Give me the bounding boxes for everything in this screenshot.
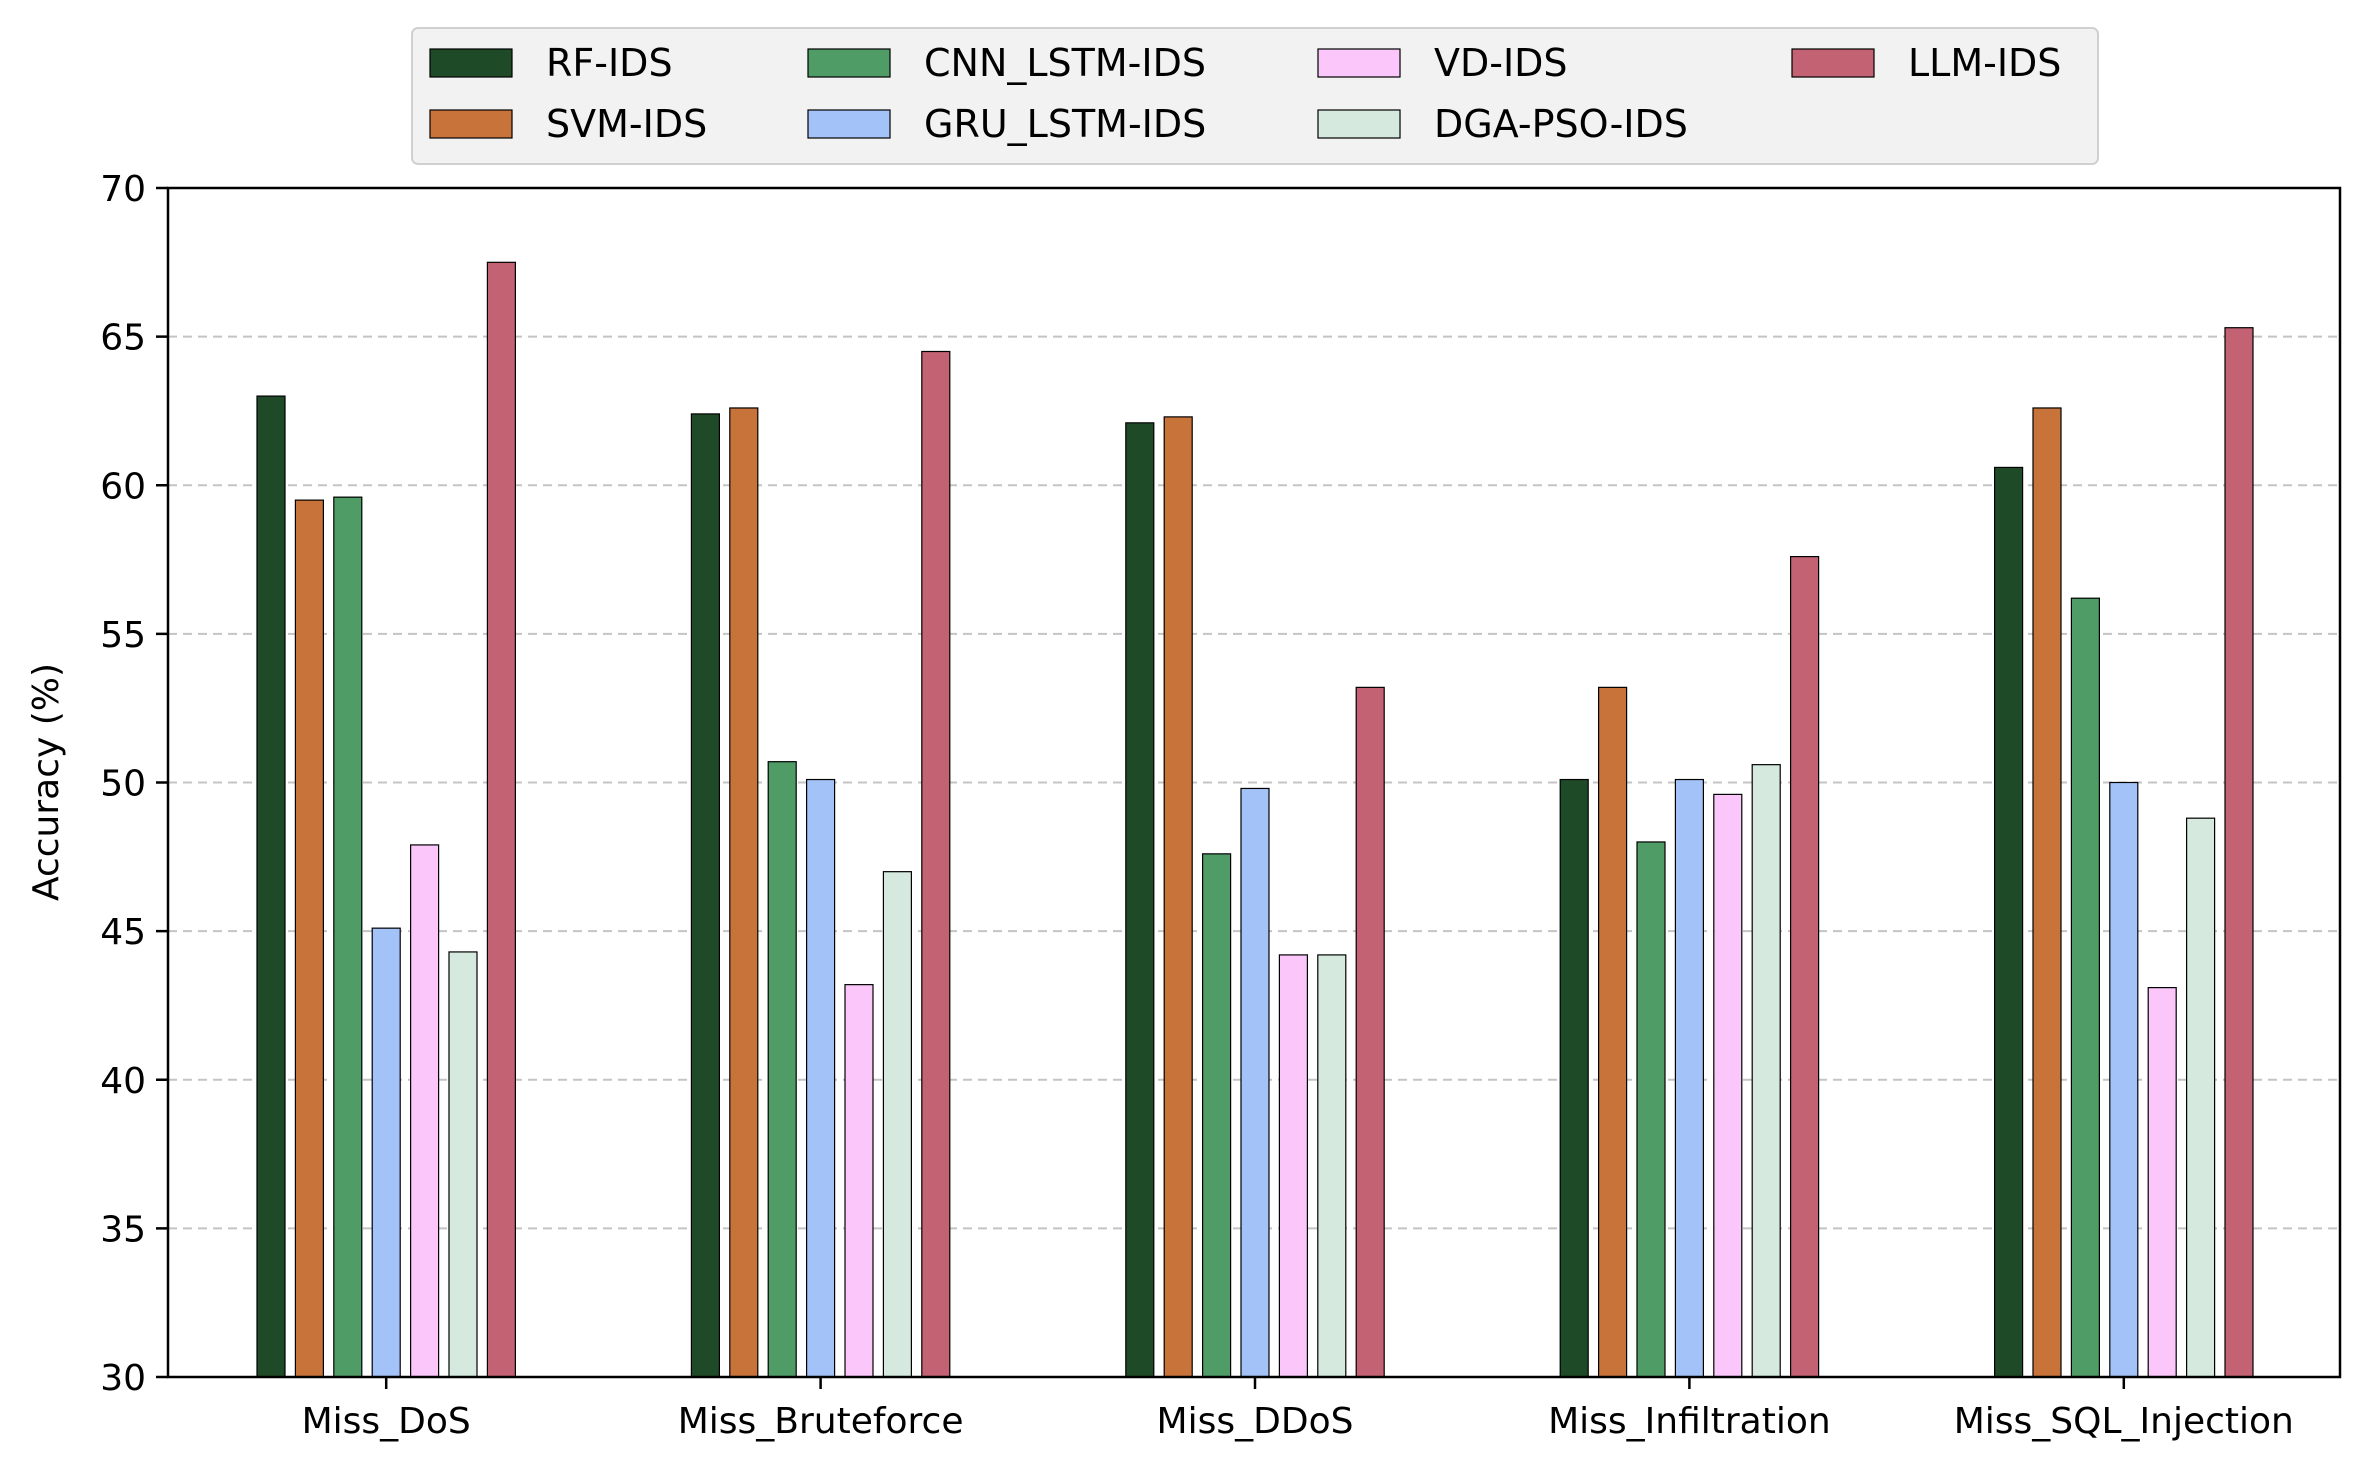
bar-gru-lstm-ids: [805, 778, 836, 1378]
y-tick-label: 55: [100, 615, 146, 656]
bar-llm-ids: [1789, 555, 1820, 1378]
x-axis-ticks: Miss_DoS Miss_Bruteforce Miss_DDoS Miss_Inf…: [302, 1377, 2294, 1442]
legend-swatch: [1317, 109, 1401, 139]
legend: RF-IDS SVM-IDS CNN_LSTM-IDS GRU_LSTM-IDS VD-…: [411, 27, 2099, 165]
bar-cnn-lstm-ids: [2070, 597, 2100, 1378]
bar-gru-lstm-ids: [371, 927, 401, 1378]
bars: [256, 261, 2254, 1378]
bar-vd-ids: [410, 844, 440, 1378]
x-tick-label: Miss_DoS: [302, 1401, 471, 1442]
legend-label: VD-IDS: [1434, 41, 1568, 85]
bar-dga-pso-ids: [882, 871, 913, 1378]
y-axis-label: Accuracy (%): [26, 663, 67, 901]
bar-llm-ids: [1355, 686, 1385, 1378]
bar-svm-ids: [729, 407, 759, 1378]
bar-cnn-lstm-ids: [1636, 841, 1666, 1378]
legend-label: RF-IDS: [546, 41, 673, 85]
bar-rf-ids: [1125, 422, 1155, 1378]
bar-rf-ids: [1559, 778, 1589, 1378]
bar-rf-ids: [256, 395, 286, 1378]
bar-llm-ids: [2224, 327, 2254, 1378]
legend-swatch: [1317, 48, 1401, 78]
bar-cnn-lstm-ids: [767, 761, 797, 1378]
y-tick-label: 35: [100, 1209, 146, 1250]
legend-swatch: [807, 109, 891, 139]
bar-llm-ids: [921, 350, 951, 1378]
bar-rf-ids: [690, 413, 721, 1378]
legend-swatch: [1791, 48, 1875, 78]
legend-label: SVM-IDS: [546, 102, 707, 146]
bar-rf-ids: [1993, 466, 2024, 1378]
x-tick-label: Miss_DDoS: [1157, 1401, 1354, 1442]
y-tick-label: 30: [100, 1358, 146, 1399]
legend-label: DGA-PSO-IDS: [1434, 102, 1688, 146]
y-tick-label: 70: [100, 169, 146, 210]
bar-dga-pso-ids: [1317, 954, 1347, 1378]
y-tick-label: 65: [100, 318, 146, 359]
bar-vd-ids: [1713, 793, 1743, 1378]
legend-swatch: [429, 48, 513, 78]
legend-label: GRU_LSTM-IDS: [924, 102, 1206, 146]
bar-svm-ids: [2032, 407, 2062, 1378]
y-tick-label: 40: [100, 1061, 146, 1102]
bar-dga-pso-ids: [2186, 817, 2216, 1378]
legend-swatch: [429, 109, 513, 139]
y-tick-label: 50: [100, 764, 146, 805]
bar-svm-ids: [1163, 416, 1193, 1378]
bar-vd-ids: [1278, 954, 1309, 1378]
bar-svm-ids: [294, 499, 324, 1378]
x-tick-label: Miss_Infiltration: [1548, 1401, 1831, 1442]
bar-vd-ids: [2147, 987, 2177, 1378]
legend-label: LLM-IDS: [1908, 41, 2061, 85]
legend-swatch: [807, 48, 891, 78]
x-tick-label: Miss_SQL_Injection: [1954, 1401, 2294, 1442]
bar-gru-lstm-ids: [2109, 781, 2139, 1378]
x-tick-label: Miss_Bruteforce: [678, 1401, 964, 1442]
y-axis-ticks: 30 35 40 45 50 55 60 65 70: [100, 169, 168, 1399]
bar-llm-ids: [486, 261, 516, 1378]
bar-vd-ids: [844, 984, 874, 1378]
bar-dga-pso-ids: [448, 951, 478, 1378]
bar-svm-ids: [1597, 686, 1628, 1378]
legend-label: CNN_LSTM-IDS: [924, 41, 1206, 85]
bar-cnn-lstm-ids: [333, 496, 363, 1378]
y-tick-label: 45: [100, 912, 146, 953]
y-tick-label: 60: [100, 466, 146, 507]
bar-cnn-lstm-ids: [1201, 853, 1232, 1378]
bar-gru-lstm-ids: [1674, 778, 1705, 1378]
bar-dga-pso-ids: [1751, 764, 1781, 1378]
bar-gru-lstm-ids: [1240, 787, 1270, 1378]
